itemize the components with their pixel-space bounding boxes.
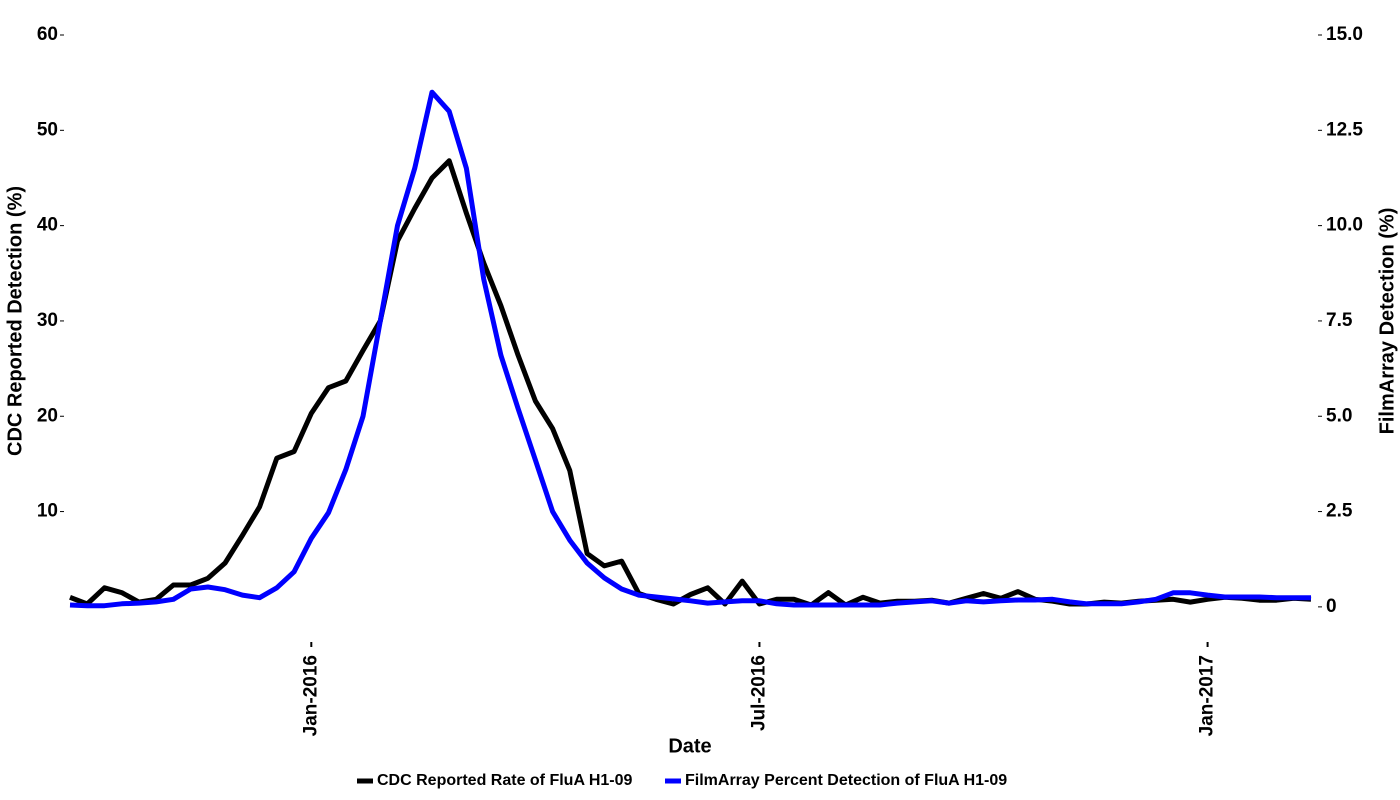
y-tick-label: 10: [37, 501, 58, 522]
y-tick-label: 20: [37, 405, 58, 426]
series-line: [69, 89, 1311, 609]
y-tick-label: 50: [37, 119, 58, 140]
y2-tick-label: 2.5: [1326, 501, 1353, 522]
y2-tick-label: 10.0: [1326, 215, 1363, 236]
legend-label: CDC Reported Rate of FluA H1-09: [377, 772, 633, 789]
y-tick-label: 60: [37, 24, 58, 45]
legend-label: FilmArray Percent Detection of FluA H1-0…: [685, 772, 1007, 789]
y-tick-label: 30: [37, 310, 58, 331]
x-tick-label: Jan-2017: [1197, 655, 1218, 736]
x-tick-label: Jul-2016: [748, 655, 769, 731]
y2-tick-label: 15.0: [1326, 24, 1363, 45]
y-tick-label: 40: [37, 215, 58, 236]
y2-tick-label: 7.5: [1326, 310, 1353, 331]
y-axis-title: CDC Reported Detection (%): [4, 186, 26, 456]
series-line: [69, 158, 1312, 608]
y2-tick-label: 12.5: [1326, 119, 1363, 140]
x-tick-label: Jan-2016: [300, 655, 321, 736]
y2-tick-label: 5.0: [1326, 405, 1352, 426]
x-axis-title: Date: [668, 735, 711, 757]
y2-axis-title: FilmArray Detection (%): [1376, 208, 1398, 435]
y2-tick-label: 0: [1326, 596, 1337, 617]
